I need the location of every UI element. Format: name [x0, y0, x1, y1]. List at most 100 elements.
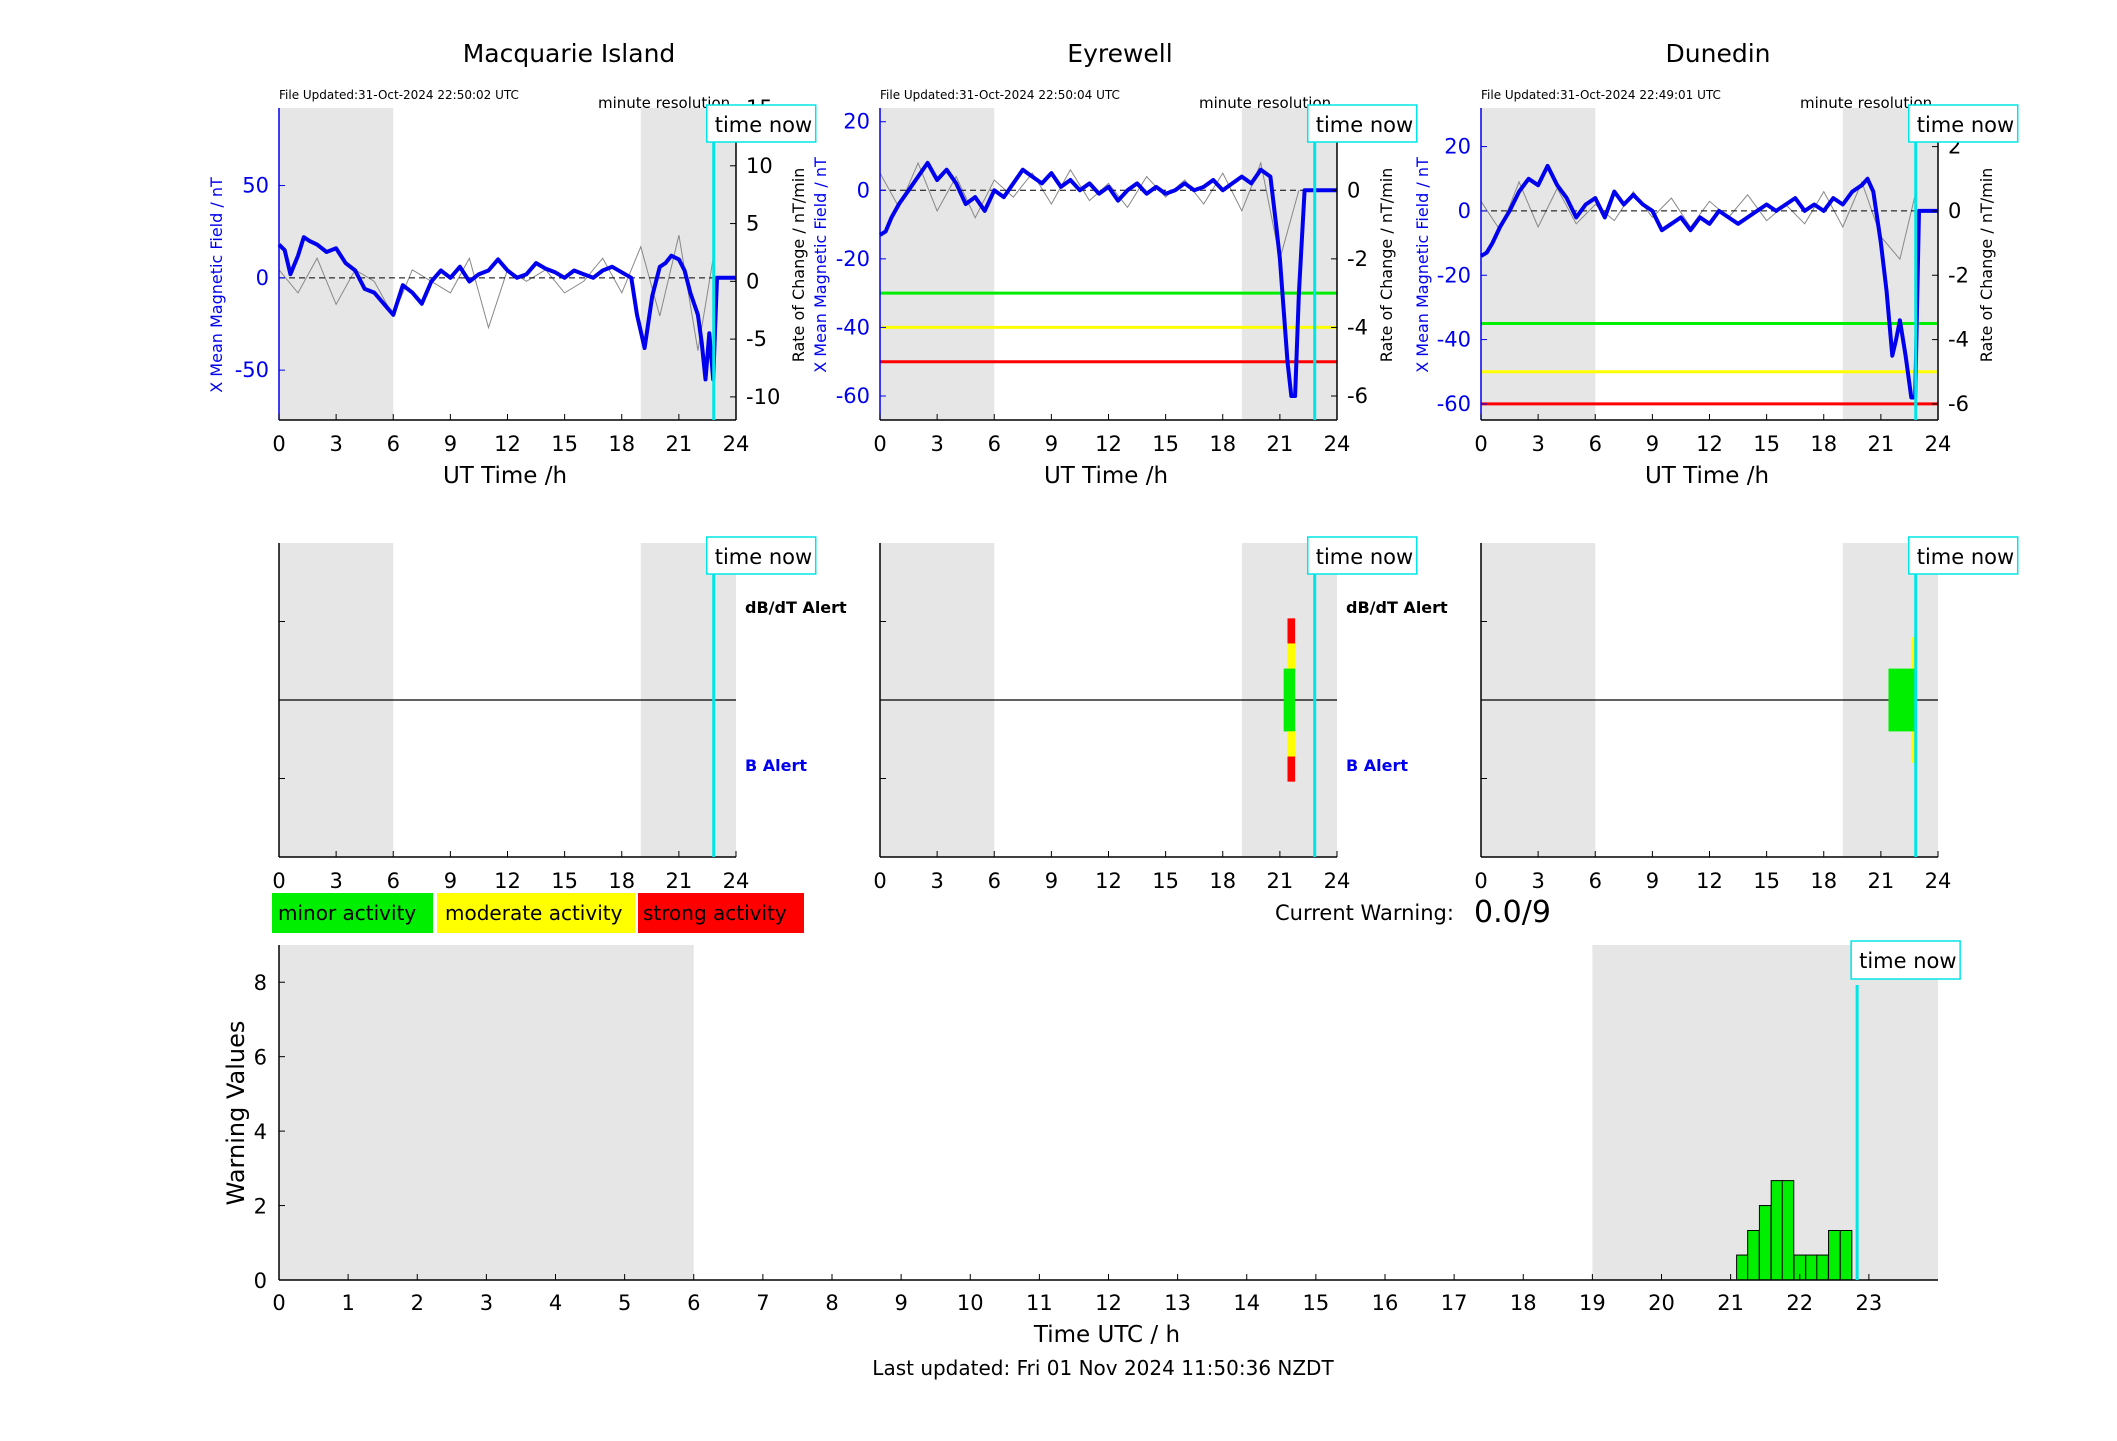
x-tick-label: 9 [444, 869, 457, 893]
y-tick-label: -20 [836, 247, 870, 271]
dbdt-alert-label-macquarie: dB/dT Alert [745, 598, 847, 617]
x-tick-label: 24 [1324, 869, 1351, 893]
x-tick-label: 6 [387, 432, 400, 456]
x-tick-label: 0 [272, 1291, 285, 1315]
y2-tick-label: -6 [1347, 384, 1368, 408]
x-tick-label: 6 [687, 1291, 700, 1315]
y-tick-label: -40 [836, 315, 870, 339]
warning-bar [1839, 1229, 1853, 1281]
x-tick-label: 21 [1267, 869, 1294, 893]
alert-panel-dunedin: 0 3 6 9 12 15 18 21 24 time now [1474, 536, 2019, 893]
b-alert-label-eyrewell: B Alert [1346, 756, 1408, 775]
b-alert-label-macquarie: B Alert [745, 756, 807, 775]
time-now-box [705, 536, 817, 575]
x-tick-label: 9 [1646, 869, 1659, 893]
x-tick-label: 10 [957, 1291, 984, 1315]
x-tick-label: 15 [551, 432, 578, 456]
ylabel2-macquarie: Rate of Change / nT/min [789, 168, 808, 363]
x-tick-label: 21 [666, 869, 693, 893]
x-tick-label: 24 [723, 432, 750, 456]
x-tick-label: 15 [1753, 432, 1780, 456]
time-now-label: time now [715, 545, 812, 569]
x-tick-label: 3 [1531, 432, 1544, 456]
x-tick-label: 18 [608, 432, 635, 456]
time-now-box [1907, 536, 2019, 575]
y2-tick-label: -2 [1948, 263, 1969, 287]
y2-tick-label: -4 [1347, 315, 1368, 339]
x-tick-label: 15 [1152, 432, 1179, 456]
x-tick-label: 13 [1164, 1291, 1191, 1315]
y-tick-label: 20 [843, 110, 870, 134]
x-tick-label: 3 [480, 1291, 493, 1315]
b-field-line [277, 235, 736, 382]
station-title-eyrewell: Eyrewell [1067, 39, 1172, 68]
y2-tick-label: -6 [1948, 392, 1969, 416]
x-tick-label: 21 [1267, 432, 1294, 456]
x-tick-label: 6 [387, 869, 400, 893]
file-updated-eyrewell: File Updated:31-Oct-2024 22:50:04 UTC [880, 88, 1120, 102]
ylabel2-dunedin: Rate of Change / nT/min [1977, 168, 1996, 363]
x-tick-label: 0 [272, 869, 285, 893]
y2-tick-label: -2 [1347, 247, 1368, 271]
dbdt-alert-label-eyrewell: dB/dT Alert [1346, 598, 1448, 617]
legend-moderate-label: moderate activity [445, 901, 623, 925]
x-tick-label: 3 [1531, 869, 1544, 893]
x-tick-label: 0 [873, 432, 886, 456]
x-tick-label: 4 [549, 1291, 562, 1315]
y2-tick-label: 0 [1347, 178, 1360, 202]
x-tick-label: 1 [341, 1291, 354, 1315]
legend-minor-label: minor activity [278, 901, 416, 925]
y2-tick-label: 10 [746, 154, 773, 178]
b-field-line [1479, 163, 1938, 400]
x-tick-label: 15 [1303, 1291, 1330, 1315]
file-updated-dunedin: File Updated:31-Oct-2024 22:49:01 UTC [1481, 88, 1721, 102]
warning-bar [1770, 1180, 1784, 1281]
x-tick-label: 3 [930, 869, 943, 893]
resolution-label-macquarie: minute resolution [598, 94, 730, 112]
y-tick-label: 0 [256, 266, 269, 290]
x-tick-label: 24 [1925, 432, 1952, 456]
alert-block-minor [1888, 668, 1918, 732]
station-title-macquarie: Macquarie Island [463, 39, 676, 68]
y-tick-label: 20 [1444, 135, 1471, 159]
alert-block-strong [1287, 618, 1296, 644]
x-tick-label: 18 [1810, 869, 1837, 893]
time-now-label: time now [1316, 113, 1413, 137]
y-tick-label: 0 [857, 178, 870, 202]
y-tick-label: -60 [1437, 392, 1471, 416]
x-tick-label: 5 [618, 1291, 631, 1315]
x-tick-label: 12 [1095, 432, 1122, 456]
resolution-label-eyrewell: minute resolution [1199, 94, 1331, 112]
legend-minor-swatch [272, 893, 433, 933]
time-now-label: time now [1917, 545, 2014, 569]
x-tick-label: 12 [1095, 1291, 1122, 1315]
x-tick-label: 18 [1510, 1291, 1537, 1315]
time-now-label: time now [1316, 545, 1413, 569]
x-tick-label: 12 [1696, 432, 1723, 456]
y-tick-label: 0 [254, 1269, 267, 1293]
xlabel-eyrewell: UT Time /h [1044, 463, 1168, 489]
ylabel-macquarie: X Mean Magnetic Field / nT [207, 177, 226, 393]
x-tick-label: 12 [1095, 869, 1122, 893]
time-now-box [1306, 104, 1418, 143]
alert-panel-macquarie: 0 3 6 9 12 15 18 21 24 time now [272, 536, 817, 893]
ylabel2-eyrewell: Rate of Change / nT/min [1377, 168, 1396, 363]
x-tick-label: 16 [1372, 1291, 1399, 1315]
resolution-label-dunedin: minute resolution [1800, 94, 1932, 112]
warning-bar [1736, 1254, 1749, 1281]
x-tick-label: 0 [272, 432, 285, 456]
x-tick-label: 18 [1209, 869, 1236, 893]
b-field-line [878, 160, 1337, 398]
y-tick-label: 2 [254, 1195, 267, 1219]
y-tick-label: 6 [254, 1046, 267, 1070]
xlabel-macquarie: UT Time /h [443, 463, 567, 489]
x-tick-label: 9 [1045, 432, 1058, 456]
night-shading-1 [1842, 108, 1938, 420]
y-tick-label: 0 [1458, 199, 1471, 223]
night-shading-0 [279, 108, 394, 420]
time-now-box [705, 104, 817, 143]
legend-moderate-swatch [437, 893, 635, 933]
time-now-label: time now [1917, 113, 2014, 137]
